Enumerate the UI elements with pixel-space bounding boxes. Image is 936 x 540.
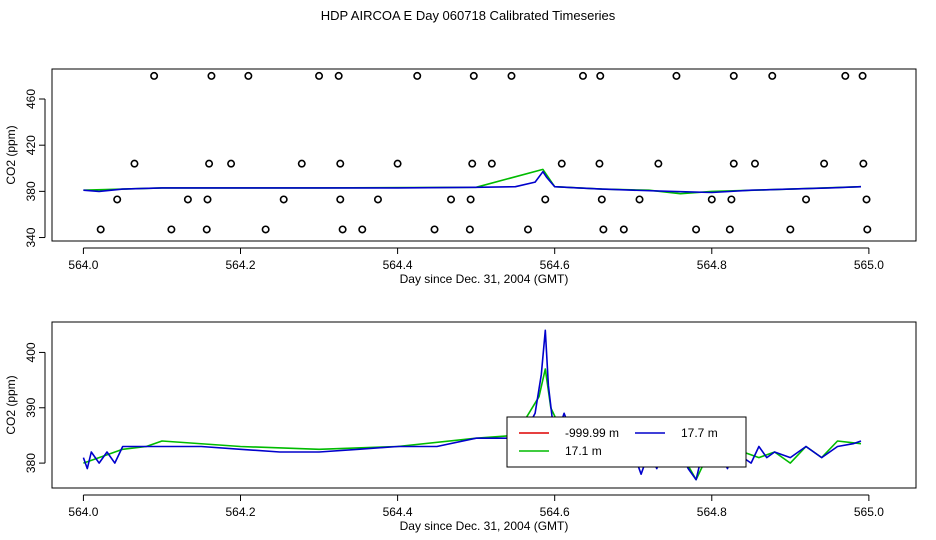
chart-1-data-point — [541, 195, 550, 204]
chart-1-plot-frame — [51, 68, 917, 242]
chart-1-data-point — [595, 159, 604, 168]
chart-2-legend-label: -999.99 m — [565, 426, 619, 440]
chart-1-data-point — [487, 159, 496, 168]
chart-2-x-axis-label: Day since Dec. 31, 2004 (GMT) — [400, 519, 569, 533]
chart-2-x-tick-label: 564.4 — [383, 505, 413, 519]
chart-1-data-point — [619, 225, 628, 234]
chart-1-data-point — [203, 195, 212, 204]
chart-1-data-point — [393, 159, 402, 168]
chart-1-data-point — [841, 71, 850, 80]
chart-2-x-tick-label: 565.0 — [854, 505, 884, 519]
chart-1-x-tick-label: 564.2 — [225, 258, 255, 272]
chart-1-x-tick-label: 564.8 — [697, 258, 727, 272]
chart-1-data-point — [244, 71, 253, 80]
chart-1-data-point — [820, 159, 829, 168]
chart-1-data-point — [768, 71, 777, 80]
chart-1-data-point — [750, 159, 759, 168]
chart-1-data-point — [207, 71, 216, 80]
chart-1-data-point — [113, 195, 122, 204]
chart-1-data-point — [150, 71, 159, 80]
chart-1-data-point — [96, 225, 105, 234]
chart-1-data-point — [523, 225, 532, 234]
chart-1-y-tick-label: 420 — [24, 135, 38, 155]
chart-1-data-point — [466, 195, 475, 204]
chart-1-data-point — [786, 225, 795, 234]
chart-1-data-point — [334, 71, 343, 80]
chart-1-data-point — [802, 195, 811, 204]
chart-1-y-tick-label: 460 — [24, 89, 38, 109]
chart-1-series-line-blue — [83, 170, 862, 194]
chart-2-legend-label: 17.1 m — [565, 444, 602, 458]
chart-1-data-point — [373, 195, 382, 204]
chart-1-x-tick-label: 564.0 — [68, 258, 98, 272]
chart-1-data-point — [596, 71, 605, 80]
chart-1-y-tick-label: 340 — [24, 227, 38, 247]
chart-1-data-point — [507, 71, 516, 80]
chart-1-data-point — [413, 71, 422, 80]
chart-1-data-point — [859, 159, 868, 168]
chart-1-data-point — [863, 225, 872, 234]
chart-2-x-tick-label: 564.2 — [225, 505, 255, 519]
chart-2-y-axis-label: CO2 (ppm) — [4, 375, 18, 434]
chart-1-data-point — [336, 195, 345, 204]
chart-1-data-point — [183, 195, 192, 204]
chart-1-data-point — [465, 225, 474, 234]
chart-1-x-axis-label: Day since Dec. 31, 2004 (GMT) — [400, 272, 569, 286]
chart-1-data-point — [279, 195, 288, 204]
chart-1-data-point — [597, 195, 606, 204]
chart-2-x-tick-label: 564.0 — [68, 505, 98, 519]
chart-1-y-axis-label: CO2 (ppm) — [4, 125, 18, 184]
chart-2-plot-frame — [51, 321, 917, 489]
chart-1-data-point — [469, 71, 478, 80]
chart-title: HDP AIRCOA E Day 060718 Calibrated Times… — [320, 8, 616, 23]
chart-1-data-point — [338, 225, 347, 234]
chart-1-data-point — [599, 225, 608, 234]
chart-1-data-point — [227, 159, 236, 168]
chart-1-data-point — [557, 159, 566, 168]
chart-2-y-tick-label: 390 — [24, 397, 38, 417]
chart-1-y-tick-label: 380 — [24, 181, 38, 201]
chart-2-x-tick-label: 564.6 — [540, 505, 570, 519]
chart-1-data-point — [862, 195, 871, 204]
chart-1-data-point — [725, 225, 734, 234]
chart-1-data-point — [672, 71, 681, 80]
chart-1-data-point — [692, 225, 701, 234]
chart-1-x-tick-label: 564.4 — [383, 258, 413, 272]
chart-1-data-point — [578, 71, 587, 80]
chart-1-data-point — [447, 195, 456, 204]
chart-2-y-tick-label: 400 — [24, 342, 38, 362]
chart-1-data-point — [430, 225, 439, 234]
chart-1-data-point — [729, 159, 738, 168]
chart-1-data-point — [261, 225, 270, 234]
chart-1-x-tick-label: 564.6 — [540, 258, 570, 272]
chart-1-data-point — [167, 225, 176, 234]
chart-1-data-point — [635, 195, 644, 204]
chart-1-data-point — [336, 159, 345, 168]
chart-1-data-point — [858, 71, 867, 80]
chart-2-legend-box — [506, 416, 747, 468]
chart-1-data-point — [202, 225, 211, 234]
chart-1-data-point — [358, 225, 367, 234]
chart-2-legend-label: 17.7 m — [681, 426, 718, 440]
chart-1-data-point — [729, 71, 738, 80]
chart-1-data-point — [297, 159, 306, 168]
chart-1-data-point — [130, 159, 139, 168]
chart-1-data-point — [468, 159, 477, 168]
chart-2-x-tick-label: 564.8 — [697, 505, 727, 519]
chart-1-x-tick-label: 565.0 — [854, 258, 884, 272]
chart-1-data-point — [654, 159, 663, 168]
chart-1-data-point — [727, 195, 736, 204]
chart-1-data-point — [315, 71, 324, 80]
chart-1-data-point — [205, 159, 214, 168]
chart-1-data-point — [707, 195, 716, 204]
chart-2-y-tick-label: 380 — [24, 453, 38, 473]
